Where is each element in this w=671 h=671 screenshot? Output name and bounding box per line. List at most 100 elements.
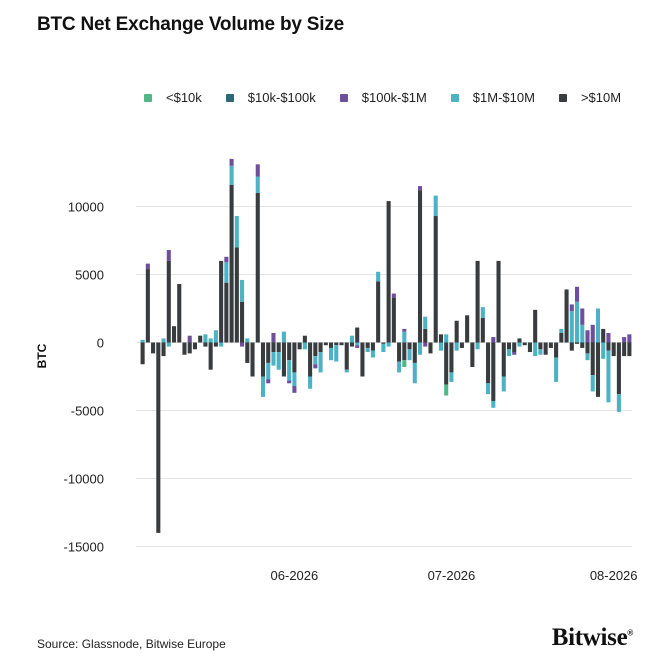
- bar-segment-100k-1m: [145, 263, 150, 270]
- bar-segment-gt10m: [470, 342, 475, 367]
- bar-segment-100k-1m: [224, 256, 229, 263]
- bar-segment-gt10m: [548, 342, 553, 348]
- bar-segment-1m-10m: [575, 301, 580, 343]
- bar-segment-gt10m: [334, 342, 339, 346]
- bar-segment-gt10m: [465, 315, 470, 343]
- bar-segment-gt10m: [271, 342, 276, 353]
- bar-segment-100k-1m: [402, 328, 407, 332]
- brand-logo: Bitwise®: [551, 624, 634, 652]
- bar-segment-1m-10m: [260, 376, 266, 397]
- source-note: Source: Glassnode, Bitwise Europe: [37, 637, 226, 651]
- bar-segment-1m-10m: [276, 352, 281, 370]
- brand-name: Bitwise: [551, 624, 628, 651]
- grid-lines: [136, 206, 632, 547]
- bar-segment-100k-1m: [417, 186, 423, 191]
- bar-segment-1m-10m: [344, 369, 349, 373]
- bar-segment-1m-10m: [449, 372, 454, 382]
- bar-segment-1m-10m: [213, 330, 218, 343]
- bar-segment-lt10k: [444, 384, 449, 396]
- bar-segment-1m-10m: [370, 350, 375, 358]
- bar-segment-gt10m: [554, 342, 559, 358]
- bar-segment-gt10m: [381, 342, 386, 344]
- bar-segment-100k-1m: [391, 293, 396, 298]
- bar-segment-gt10m: [339, 342, 344, 346]
- bar-segment-gt10m: [360, 342, 365, 377]
- bar-segment-gt10m: [459, 342, 464, 348]
- bar-segment-gt10m: [585, 342, 590, 354]
- legend-label-1m-10m: $1M-$10M: [472, 90, 535, 105]
- bar-segment-100k-1m: [491, 337, 496, 343]
- bar-segment-gt10m: [449, 342, 454, 373]
- bar-segment-1m-10m: [355, 342, 360, 346]
- bar-segment-1m-10m: [365, 347, 370, 353]
- registered-mark: ®: [627, 628, 633, 638]
- bar-segment-100k-1m: [606, 332, 611, 343]
- bar-segment-gt10m: [407, 342, 412, 350]
- bar-segment-gt10m: [224, 282, 229, 343]
- bar-segment-gt10m: [590, 342, 595, 376]
- bar-segment-gt10m: [386, 201, 391, 343]
- y-tick-label: 0: [97, 336, 104, 351]
- bar-segment-100k-1m: [313, 364, 318, 369]
- bar-segment-1m-10m: [412, 362, 417, 384]
- bar-segment-1m-10m: [417, 342, 423, 355]
- bar-segment-gt10m: [501, 342, 506, 377]
- bar-segment-gt10m: [601, 328, 606, 343]
- bar-segment-1m-10m: [538, 349, 543, 355]
- bar-segment-1m-10m: [402, 331, 407, 343]
- legend-item-gt10m: >$10M: [558, 90, 621, 105]
- bar-segment-gt10m: [182, 342, 187, 355]
- bar-segment-1m-10m: [517, 342, 522, 347]
- bar-segment-1m-10m: [161, 338, 166, 343]
- bar-segment-1m-10m: [240, 279, 245, 302]
- bar-segment-gt10m: [428, 342, 433, 354]
- bar-segment-1m-10m: [376, 271, 381, 282]
- y-tick-label: -15000: [64, 540, 104, 555]
- legend-label-100k-1m: $100k-$1M: [361, 90, 427, 105]
- legend-swatch-lt10k: [144, 93, 152, 102]
- bar-segment-100k-1m: [355, 345, 360, 348]
- bar-segment-gt10m: [365, 342, 370, 348]
- bar-segment-gt10m: [355, 327, 360, 343]
- legend-label-lt10k: <$10k: [166, 90, 202, 105]
- bar-segment-gt10m: [192, 342, 197, 350]
- x-tick-labels: 06-2026 07-2026 08-2026: [271, 568, 638, 583]
- bar-segment-gt10m: [255, 192, 260, 343]
- bar-segment-1m-10m: [606, 350, 611, 403]
- bar-segment-100k-1m: [271, 332, 276, 343]
- bar-segment-gt10m: [260, 342, 266, 377]
- bar-segment-gt10m: [323, 342, 328, 346]
- bar-segment-gt10m: [444, 342, 449, 385]
- chart-title: BTC Net Exchange Volume by Size: [37, 14, 345, 35]
- legend-swatch-10k-100k: [225, 93, 234, 102]
- bar-segment-gt10m: [506, 342, 512, 350]
- legend-swatch-1m-10m: [450, 93, 459, 102]
- bar-segment-1m-10m: [438, 342, 443, 351]
- y-tick-label: 10000: [68, 200, 104, 215]
- bar-segment-gt10m: [208, 342, 213, 370]
- bar-segment-100k-1m: [622, 337, 627, 343]
- bar-segment-100k-1m: [187, 335, 192, 343]
- bar-segment-gt10m: [580, 342, 585, 348]
- bar-segment-gt10m: [313, 342, 318, 357]
- bar-segment-1m-10m: [580, 324, 585, 343]
- bar-segment-gt10m: [287, 342, 292, 361]
- bar-segment-1m-10m: [601, 342, 606, 359]
- bar-segment-1m-10m: [381, 343, 386, 353]
- bar-segment-1m-10m: [349, 335, 355, 343]
- bar-segment-gt10m: [575, 342, 580, 344]
- bar-segment-gt10m: [281, 342, 286, 377]
- bar-segment-1m-10m: [480, 307, 485, 319]
- bar-segment-gt10m: [140, 342, 145, 365]
- bar-segment-100k-1m: [240, 342, 245, 347]
- bar-segment-gt10m: [151, 342, 156, 354]
- bar-segment-100k-1m: [287, 380, 292, 384]
- legend-swatch-100k-1m: [339, 93, 348, 102]
- bar-segment-gt10m: [527, 342, 532, 353]
- y-tick-label: -10000: [64, 472, 104, 487]
- bar-segment-1m-10m: [266, 362, 271, 380]
- x-tick-label: 08-2026: [590, 568, 638, 583]
- bar-segment-gt10m: [171, 326, 177, 343]
- bar-segment-gt10m: [297, 342, 302, 350]
